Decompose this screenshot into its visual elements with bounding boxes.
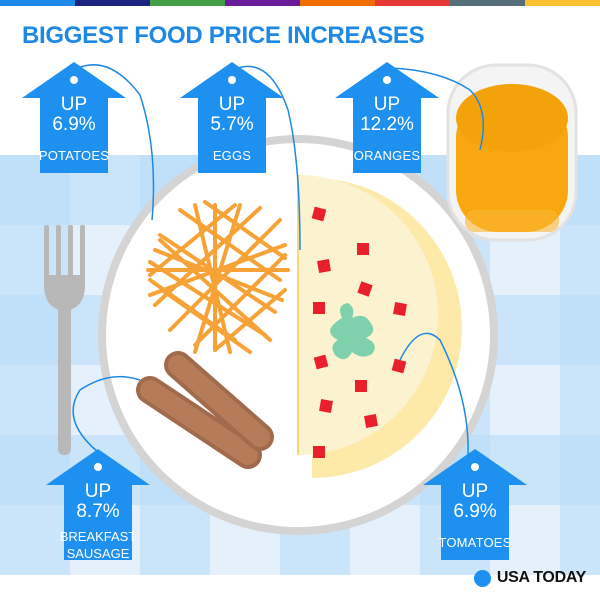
tag-up-label: UP [84,481,112,502]
omelette [297,175,462,478]
tag-item: EGGS [212,148,252,163]
orange-juice-glass [446,63,578,242]
tag-arrow-shape [22,62,126,173]
stripe-4 [225,0,300,6]
tag-breakfast-sausage: UP 8.7% BREAKFAST SAUSAGE [44,445,152,565]
tag-percent: 5.7% [210,114,254,135]
stripe-7 [450,0,525,6]
tag-potatoes: UP 6.9% POTATOES [20,58,128,178]
tag-arrow-shape [180,62,284,173]
hash-browns [146,200,290,354]
fork-icon [44,225,85,455]
stripe-1 [0,0,75,6]
tag-eggs: UP 5.7% EGGS [178,58,286,178]
tag-percent: 12.2% [360,114,414,135]
tag-arrow-shape [423,449,527,560]
stripe-5 [300,0,375,6]
tag-oranges: UP 12.2% ORANGES [333,58,441,178]
tag-item: POTATOES [38,148,110,163]
tag-up-label: UP [373,94,401,115]
tag-tomatoes: UP 6.9% TOMATOES [421,445,529,565]
sausages [136,351,274,469]
tomato-pieces [311,206,407,458]
tag-percent: 8.7% [76,501,120,522]
tag-arrow-shape [46,449,150,560]
stripe-8 [525,0,600,6]
tag-percent: 6.9% [453,501,497,522]
page-title: BIGGEST FOOD PRICE INCREASES [22,22,425,49]
tag-up-label: UP [461,481,489,502]
tag-item: BREAKFAST SAUSAGE [59,529,137,561]
stripe-3 [150,0,225,6]
tag-item: ORANGES [353,148,421,163]
tag-arrow-shape [335,62,439,173]
tag-up-label: UP [60,94,88,115]
usa-today-logo: USA TODAY [473,568,586,588]
tag-item: TOMATOES [438,535,512,550]
logo-wordmark: USA TODAY [496,569,586,586]
tag-percent: 6.9% [52,114,96,135]
herb [330,303,375,360]
tag-up-label: UP [218,94,246,115]
logo-dot-icon [473,569,491,587]
stripe-6 [375,0,450,6]
stripe-2 [75,0,150,6]
tag-strings [72,64,485,457]
